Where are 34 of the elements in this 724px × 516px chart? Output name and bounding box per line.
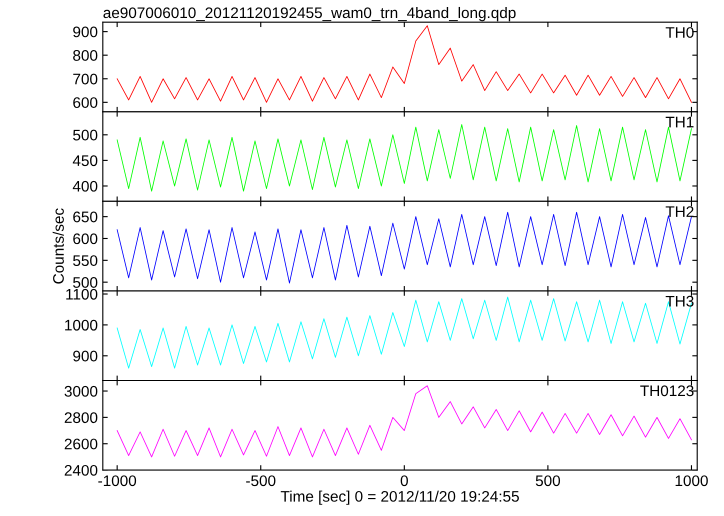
x-tick-label: 0 — [400, 475, 408, 486]
y-tick-label: 450 — [72, 155, 98, 166]
y-tick-label: 650 — [73, 212, 98, 222]
line-series — [116, 385, 692, 458]
y-axis-title: Counts/sec — [52, 208, 64, 284]
y-tick-label: 1000 — [65, 320, 98, 331]
x-tick-label: -1000 — [98, 475, 136, 486]
y-tick-label: 1100 — [66, 288, 98, 300]
annotation: TH0123 — [640, 385, 694, 396]
y-tick-label: 500 — [73, 277, 98, 288]
y-tick-label: 500 — [73, 130, 98, 140]
y-tick-label: 600 — [73, 97, 98, 108]
line-series — [116, 25, 692, 103]
annotation: TH2 — [666, 206, 694, 217]
y-tick-label: 2400 — [64, 464, 98, 476]
y-tick-label: 700 — [73, 74, 98, 84]
y-tick-label: 550 — [73, 255, 98, 266]
annotation: TH1 — [666, 116, 694, 128]
x-tick-label: -500 — [246, 475, 276, 486]
annotation: TH0 — [666, 27, 694, 38]
y-tick-label: 3000 — [64, 386, 98, 397]
x-tick-label: 1000 — [676, 475, 708, 486]
annotation: TH3 — [666, 296, 694, 307]
y-tick-label: 2600 — [64, 438, 98, 450]
x-axis-title: Time [sec] 0 = 2012/11/20 19:24:55 — [280, 490, 519, 505]
x-tick-label: 500 — [536, 475, 560, 486]
y-tick-label: 800 — [73, 50, 98, 61]
y-tick-label: 900 — [73, 26, 98, 38]
line-series — [116, 296, 692, 369]
y-tick-label: 900 — [73, 350, 98, 362]
y-tick-label: 2800 — [64, 412, 98, 424]
y-tick-label: 400 — [72, 180, 98, 192]
chart-title: ae907006010_20121120192455_wam0_trn_4band_long.qdp — [103, 6, 516, 22]
y-tick-label: 600 — [73, 233, 98, 244]
